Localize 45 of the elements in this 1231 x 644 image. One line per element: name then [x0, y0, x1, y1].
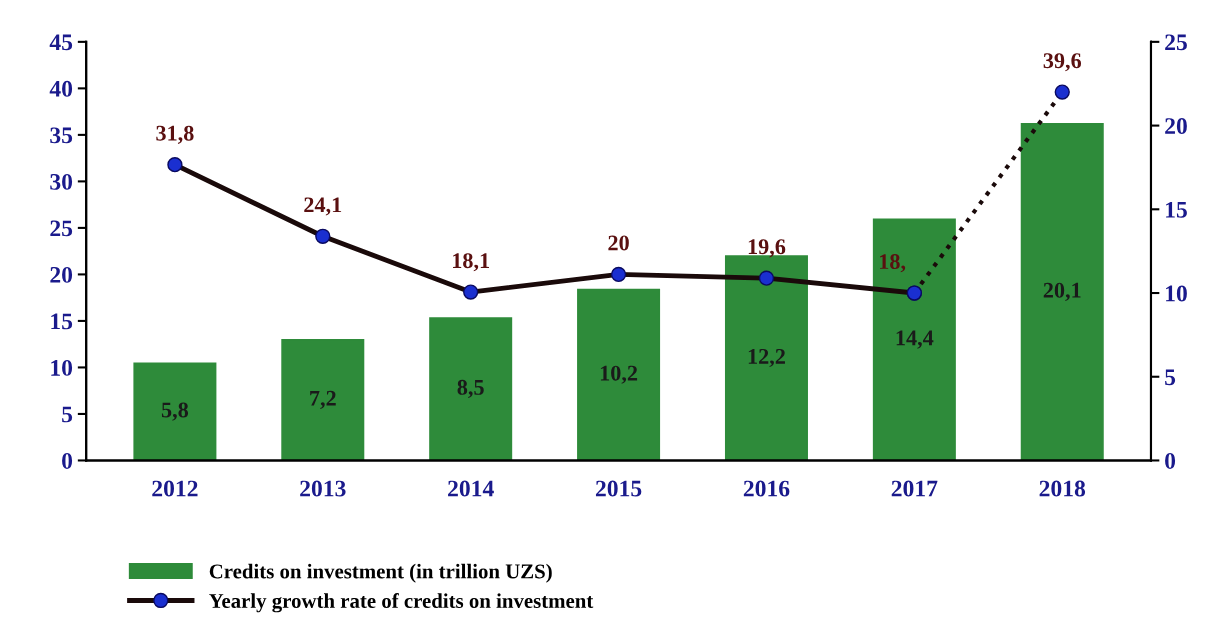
y2-tick-label: 20: [1165, 118, 1187, 134]
y-tick-label: 35: [50, 127, 73, 144]
x-tick-label: 2014: [448, 480, 494, 497]
data-label: 14,4: [896, 330, 934, 349]
x-tick-label: 2016: [743, 480, 790, 497]
data-label: 8,5: [457, 379, 484, 399]
data-label: 12,2: [748, 348, 785, 368]
y2-tick-label: 15: [1166, 201, 1187, 218]
y-tick-label: 10: [51, 359, 73, 376]
bar: [429, 317, 513, 461]
data-label: 18,1: [453, 253, 489, 272]
x-tick-label: 2012: [152, 480, 198, 497]
y-tick-label: 0: [62, 452, 73, 469]
y-tick-label: 40: [49, 80, 73, 97]
legend-label: Credits on investment (in trillion UZS): [209, 563, 552, 583]
x-tick-label: 2017: [891, 480, 938, 497]
data-label: 31,8: [156, 125, 194, 144]
y2-tick-label: 25: [1165, 34, 1187, 51]
x-tick-label: 2015: [595, 480, 642, 497]
x-tick-label: 2013: [300, 480, 346, 497]
data-label: 5,8: [161, 402, 189, 421]
data-label: 10,2: [600, 365, 638, 384]
y-tick-label: 30: [50, 173, 73, 190]
y-tick-label: 45: [49, 34, 73, 51]
bar: [577, 288, 661, 461]
y2-tick-label: 5: [1165, 369, 1176, 386]
y-tick-label: 20: [50, 266, 73, 283]
y2-tick-label: 10: [1166, 285, 1187, 302]
data-label: 7,2: [310, 390, 336, 409]
y-tick-label: 15: [51, 313, 73, 330]
data-label: 20: [608, 235, 629, 251]
data-label: 24,1: [304, 197, 342, 216]
y2-tick-label: 0: [1165, 452, 1176, 469]
data-label: 20,1: [1043, 282, 1081, 301]
bar: [872, 218, 956, 461]
y-tick-label: 5: [62, 406, 73, 423]
x-tick-label: 2018: [1039, 480, 1086, 497]
bar: [281, 339, 365, 461]
data-label: 18,: [880, 254, 906, 273]
y-tick-label: 25: [50, 220, 73, 237]
legend-label: Yearly growth rate of credits on investment: [209, 593, 594, 613]
data-label: 19,6: [748, 239, 786, 258]
bar: [133, 362, 217, 461]
bar: [1020, 123, 1104, 461]
data-label: 39,6: [1043, 53, 1082, 72]
